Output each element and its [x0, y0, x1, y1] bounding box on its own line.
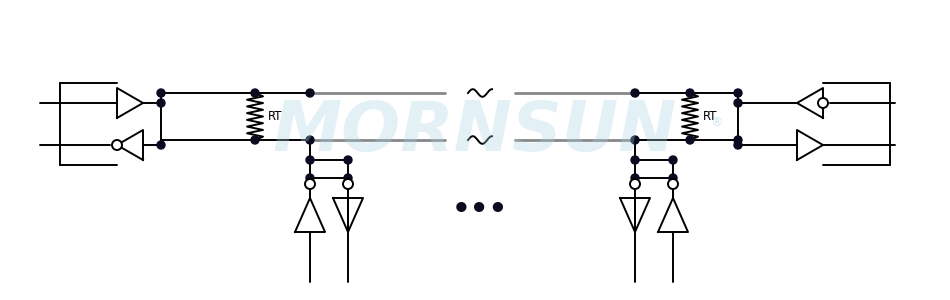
Circle shape: [343, 179, 353, 189]
Text: RT: RT: [703, 110, 717, 123]
Circle shape: [631, 156, 639, 164]
Text: RT: RT: [268, 110, 282, 123]
Circle shape: [306, 89, 314, 97]
Circle shape: [344, 174, 352, 182]
Circle shape: [306, 156, 314, 164]
Circle shape: [157, 89, 165, 97]
Circle shape: [734, 89, 742, 97]
Circle shape: [631, 136, 639, 144]
Circle shape: [251, 136, 259, 144]
Circle shape: [157, 141, 165, 149]
Circle shape: [112, 140, 122, 150]
Circle shape: [344, 156, 352, 164]
Circle shape: [669, 156, 677, 164]
Circle shape: [157, 99, 165, 107]
Circle shape: [630, 179, 640, 189]
Text: MORNSUN: MORNSUN: [273, 98, 677, 166]
Circle shape: [668, 179, 678, 189]
Circle shape: [306, 136, 314, 144]
Text: •••: •••: [452, 196, 508, 224]
Circle shape: [631, 174, 639, 182]
Circle shape: [734, 136, 742, 144]
Circle shape: [734, 141, 742, 149]
Circle shape: [669, 174, 677, 182]
Circle shape: [251, 89, 259, 97]
Text: ®: ®: [710, 116, 723, 129]
Circle shape: [686, 136, 694, 144]
Circle shape: [306, 174, 314, 182]
Circle shape: [686, 89, 694, 97]
Circle shape: [631, 89, 639, 97]
Circle shape: [305, 179, 315, 189]
Circle shape: [818, 98, 828, 108]
Circle shape: [734, 99, 742, 107]
